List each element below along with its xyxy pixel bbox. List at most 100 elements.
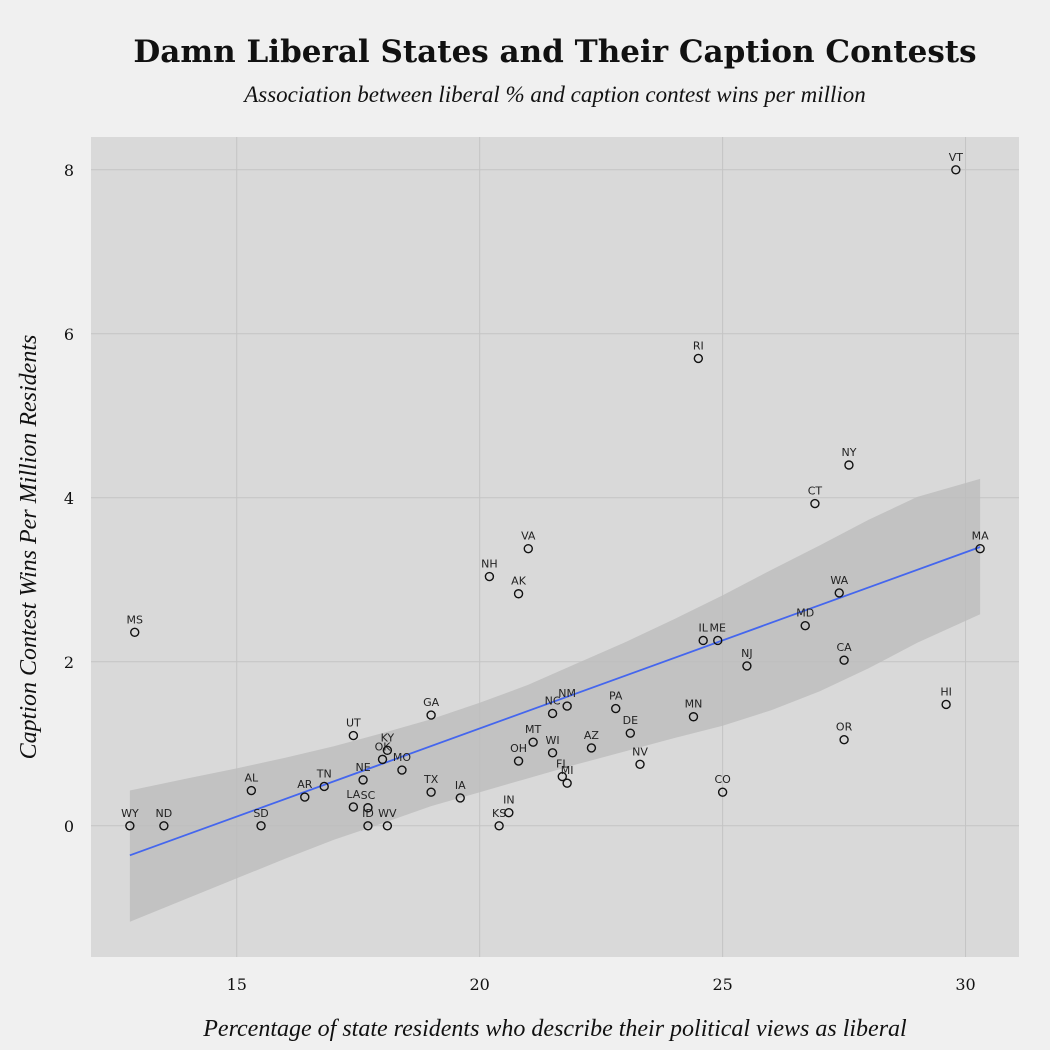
data-point-ny <box>844 460 854 470</box>
trend-line <box>129 546 981 857</box>
data-point-wi <box>547 748 558 758</box>
data-label-az: AZ <box>584 729 600 742</box>
data-label-sc: SC <box>361 789 376 802</box>
data-label-ky: KY <box>381 731 395 744</box>
data-point-ok <box>377 754 388 765</box>
data-point-fl <box>557 771 567 782</box>
data-label-sd: SD <box>253 807 268 820</box>
data-point-sc <box>363 803 373 813</box>
x-tick-label: 15 <box>227 975 247 994</box>
data-point-ga <box>426 710 436 720</box>
data-label-ri: RI <box>693 339 704 352</box>
data-point-wv <box>382 821 393 831</box>
data-point-id <box>363 821 373 831</box>
data-label-oh: OH <box>510 742 527 755</box>
data-label-vt: VT <box>949 151 964 164</box>
data-point-mn <box>688 712 699 722</box>
data-label-co: CO <box>714 773 731 786</box>
data-label-in: IN <box>503 794 514 807</box>
data-point-sd <box>256 821 266 831</box>
data-label-mn: MN <box>685 698 703 711</box>
data-point-tn <box>319 781 329 792</box>
tick-labels-layer: 15 20 25 30 0 2 4 6 8 <box>64 161 976 994</box>
data-point-nh <box>484 571 495 582</box>
data-point-md <box>800 621 810 631</box>
data-label-nm: NM <box>558 687 576 700</box>
y-tick-label: 8 <box>64 161 74 180</box>
data-point-ca <box>839 655 849 665</box>
x-tick-label: 25 <box>712 975 732 994</box>
data-label-id: ID <box>362 807 374 820</box>
data-point-vt <box>951 165 961 175</box>
data-label-tn: TN <box>316 767 332 780</box>
data-point-nc <box>547 708 558 719</box>
data-label-md: MD <box>796 607 814 620</box>
data-label-nv: NV <box>632 745 648 758</box>
data-label-ga: GA <box>423 696 440 709</box>
data-point-la <box>348 802 359 812</box>
data-point-in <box>504 807 514 818</box>
data-label-ct: CT <box>808 485 823 498</box>
data-point-wy <box>125 821 135 831</box>
chart-subtitle: Association between liberal % and captio… <box>242 82 866 107</box>
data-point-hi <box>941 699 951 710</box>
data-label-mi: MI <box>561 764 574 777</box>
data-point-al <box>246 785 257 796</box>
y-axis-title: Caption Contest Wins Per Million Residen… <box>16 335 42 760</box>
data-point-il <box>698 635 708 646</box>
x-tick-label: 20 <box>470 975 490 994</box>
data-label-ne: NE <box>355 761 370 774</box>
y-tick-label: 0 <box>64 817 74 836</box>
data-point-ut <box>348 730 359 741</box>
data-point-co <box>717 787 728 797</box>
data-point-ia <box>455 793 465 803</box>
data-label-nd: ND <box>156 807 173 820</box>
data-label-wa: WA <box>830 574 848 587</box>
data-label-nj: NJ <box>741 647 752 660</box>
data-label-ak: AK <box>511 575 527 588</box>
data-point-ms <box>130 627 140 637</box>
data-point-nd <box>159 821 169 831</box>
data-label-mt: MT <box>525 723 541 736</box>
data-point-mo <box>397 765 407 775</box>
chart-title: Damn Liberal States and Their Caption Co… <box>133 34 976 70</box>
data-point-or <box>839 735 849 745</box>
data-label-nc: NC <box>545 694 561 707</box>
data-label-fl: FL <box>556 758 569 771</box>
y-tick-label: 6 <box>64 325 74 344</box>
data-point-ma <box>975 543 985 554</box>
data-label-wy: WY <box>121 807 139 820</box>
data-label-nh: NH <box>481 558 498 571</box>
data-label-la: LA <box>346 788 360 801</box>
data-point-ct <box>810 498 820 509</box>
data-label-ny: NY <box>841 446 856 459</box>
data-label-tx: TX <box>423 773 439 786</box>
data-point-ri <box>693 353 704 364</box>
data-label-hi: HI <box>940 685 952 698</box>
data-label-mo: MO <box>393 751 411 764</box>
data-point-nv <box>635 759 645 769</box>
data-point-ar <box>300 792 310 802</box>
data-point-ky <box>382 745 393 756</box>
data-point-va <box>523 543 533 554</box>
data-point-tx <box>426 787 436 797</box>
data-label-ca: CA <box>836 641 852 654</box>
data-label-wi: WI <box>546 734 560 747</box>
data-point-nm <box>562 701 572 711</box>
data-point-nj <box>742 661 752 671</box>
data-point-de <box>625 728 636 738</box>
data-point-oh <box>513 756 524 766</box>
data-label-ks: KS <box>492 807 506 820</box>
x-tick-label: 30 <box>955 975 975 994</box>
data-point-mt <box>528 737 538 747</box>
data-label-va: VA <box>521 530 536 543</box>
data-label-pa: PA <box>609 690 623 703</box>
data-label-ar: AR <box>297 778 313 791</box>
data-label-de: DE <box>623 714 638 727</box>
y-tick-label: 2 <box>64 653 74 672</box>
data-label-ok: OK <box>375 740 392 753</box>
data-point-pa <box>611 703 621 714</box>
data-point-az <box>586 743 597 753</box>
